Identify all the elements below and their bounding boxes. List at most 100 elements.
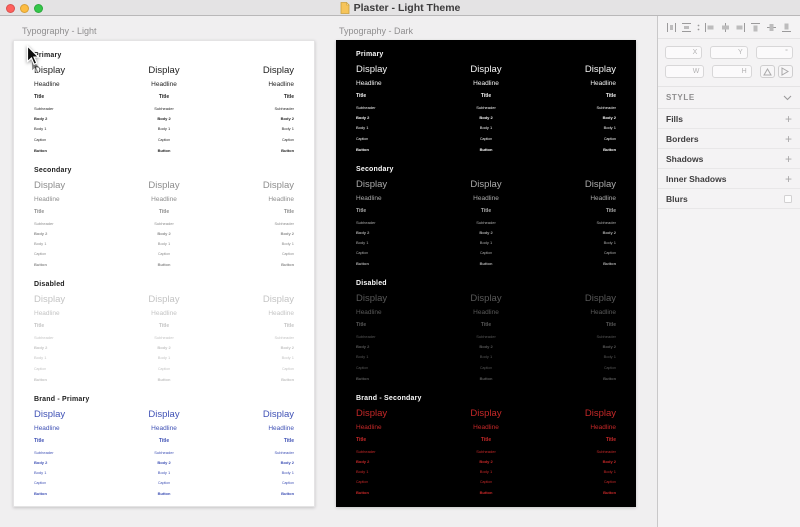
type-specimen[interactable]: Body 1 bbox=[356, 125, 369, 130]
type-specimen[interactable]: Button bbox=[34, 376, 47, 382]
type-specimen[interactable]: Caption bbox=[479, 136, 493, 141]
type-specimen[interactable]: Button bbox=[356, 490, 369, 495]
type-specimen[interactable]: Subheader bbox=[154, 106, 174, 111]
type-specimen[interactable]: Button bbox=[34, 491, 47, 496]
type-specimen[interactable]: Caption bbox=[157, 137, 171, 142]
type-specimen[interactable]: Display bbox=[34, 179, 66, 191]
type-specimen[interactable]: Caption bbox=[281, 366, 295, 371]
type-specimen[interactable]: Headline bbox=[151, 81, 177, 88]
type-specimen[interactable]: Subheader bbox=[356, 448, 376, 454]
type-specimen[interactable]: Headline bbox=[268, 424, 295, 432]
type-specimen[interactable]: Button bbox=[157, 491, 171, 496]
minimize-button[interactable] bbox=[20, 3, 29, 13]
type-specimen[interactable]: Button bbox=[281, 147, 295, 153]
type-specimen[interactable]: Button bbox=[356, 375, 369, 381]
blurs-checkbox[interactable] bbox=[784, 194, 792, 203]
type-specimen[interactable]: Headline bbox=[590, 80, 617, 87]
type-specimen[interactable]: Display bbox=[262, 179, 295, 191]
type-specimen[interactable]: Subheader bbox=[476, 219, 496, 225]
type-specimen[interactable]: Body 2 bbox=[356, 458, 370, 464]
type-specimen[interactable]: Display bbox=[356, 407, 388, 419]
type-specimen[interactable]: Headline bbox=[473, 309, 499, 316]
type-specimen[interactable]: Title bbox=[34, 94, 45, 100]
type-specimen[interactable]: Button bbox=[34, 147, 47, 153]
align-left-icon[interactable] bbox=[703, 21, 716, 34]
distribute-horizontally-icon[interactable] bbox=[665, 21, 678, 34]
type-specimen[interactable]: Title bbox=[356, 436, 367, 443]
add-inner-shadows-button[interactable]: + bbox=[784, 171, 792, 186]
type-specimen[interactable]: Headline bbox=[151, 424, 177, 432]
type-specimen[interactable]: Caption bbox=[479, 251, 493, 255]
flip-horizontal-button[interactable] bbox=[777, 65, 793, 78]
type-specimen[interactable]: Title bbox=[34, 437, 45, 444]
section-header[interactable]: Brand - Primary bbox=[34, 395, 90, 403]
section-header[interactable]: Primary bbox=[34, 52, 62, 59]
type-specimen[interactable]: Subheader bbox=[596, 219, 617, 225]
type-specimen[interactable]: Subheader bbox=[154, 335, 174, 340]
type-specimen[interactable]: Title bbox=[283, 94, 295, 100]
type-specimen[interactable]: Subheader bbox=[596, 105, 617, 110]
type-specimen[interactable]: Body 1 bbox=[34, 240, 47, 246]
type-specimen[interactable]: Subheader bbox=[476, 334, 496, 339]
type-specimen[interactable]: Display bbox=[584, 407, 617, 419]
type-specimen[interactable]: Caption bbox=[281, 481, 295, 485]
type-specimen[interactable]: Display bbox=[470, 178, 502, 190]
flip-vertical-button[interactable] bbox=[759, 65, 775, 78]
type-specimen[interactable]: Subheader bbox=[356, 219, 376, 225]
type-specimen[interactable]: Headline bbox=[356, 423, 382, 431]
type-specimen[interactable]: Body 1 bbox=[603, 354, 617, 359]
type-specimen[interactable]: Button bbox=[603, 146, 617, 152]
type-specimen[interactable]: Body 1 bbox=[281, 126, 295, 131]
type-specimen[interactable]: Caption bbox=[281, 252, 295, 256]
type-specimen[interactable]: Body 2 bbox=[280, 230, 295, 236]
type-specimen[interactable]: Body 2 bbox=[479, 115, 493, 120]
type-specimen[interactable]: Body 1 bbox=[479, 354, 493, 359]
type-specimen[interactable]: Title bbox=[605, 436, 617, 443]
type-specimen[interactable]: Button bbox=[603, 490, 617, 495]
type-specimen[interactable]: Subheader bbox=[356, 334, 376, 339]
type-specimen[interactable]: Body 1 bbox=[157, 240, 171, 246]
type-specimen[interactable]: Display bbox=[584, 293, 617, 304]
type-specimen[interactable]: Title bbox=[158, 323, 170, 329]
type-specimen[interactable]: Body 2 bbox=[34, 230, 48, 236]
type-specimen[interactable]: Body 2 bbox=[356, 115, 370, 120]
type-specimen[interactable]: Body 1 bbox=[603, 468, 617, 474]
type-specimen[interactable]: Title bbox=[356, 207, 367, 214]
type-specimen[interactable]: Display bbox=[148, 179, 180, 191]
type-specimen[interactable]: Body 1 bbox=[479, 468, 493, 474]
type-specimen[interactable]: Subheader bbox=[476, 448, 496, 454]
type-specimen[interactable]: Caption bbox=[157, 252, 171, 256]
type-specimen[interactable]: Subheader bbox=[154, 220, 174, 226]
type-specimen[interactable]: Title bbox=[158, 208, 170, 215]
type-specimen[interactable]: Body 1 bbox=[157, 355, 171, 360]
artboard-label-light[interactable]: Typography - Light bbox=[22, 26, 97, 36]
type-specimen[interactable]: Body 2 bbox=[280, 116, 295, 121]
type-specimen[interactable]: Headline bbox=[473, 423, 499, 431]
type-specimen[interactable]: Body 1 bbox=[479, 125, 493, 130]
type-specimen[interactable]: Display bbox=[148, 65, 180, 76]
type-specimen[interactable]: Subheader bbox=[154, 449, 174, 455]
type-specimen[interactable]: Body 1 bbox=[157, 469, 171, 475]
type-specimen[interactable]: Display bbox=[356, 293, 388, 304]
height-input[interactable]: H bbox=[712, 65, 752, 78]
type-specimen[interactable]: Caption bbox=[356, 136, 369, 141]
type-specimen[interactable]: Caption bbox=[356, 365, 369, 370]
type-specimen[interactable]: Body 2 bbox=[34, 459, 48, 465]
canvas[interactable]: Typography - Light Primary Display Display D… bbox=[0, 16, 657, 527]
artboard-label-dark[interactable]: Typography - Dark bbox=[339, 26, 414, 36]
type-specimen[interactable]: Title bbox=[605, 322, 617, 328]
type-specimen[interactable]: Subheader bbox=[274, 449, 295, 455]
type-specimen[interactable]: Caption bbox=[356, 251, 369, 255]
type-specimen[interactable]: Caption bbox=[34, 252, 47, 256]
type-specimen[interactable]: Headline bbox=[473, 80, 499, 87]
type-specimen[interactable]: Subheader bbox=[274, 335, 295, 340]
type-specimen[interactable]: Title bbox=[605, 207, 617, 214]
type-specimen[interactable]: Body 1 bbox=[281, 469, 295, 475]
type-specimen[interactable]: Button bbox=[281, 491, 295, 496]
type-specimen[interactable]: Display bbox=[470, 64, 502, 75]
type-specimen[interactable]: Headline bbox=[356, 194, 382, 202]
section-header[interactable]: Disabled bbox=[356, 280, 387, 287]
type-specimen[interactable]: Title bbox=[283, 437, 295, 444]
type-specimen[interactable]: Button bbox=[479, 261, 493, 266]
type-specimen[interactable]: Headline bbox=[590, 309, 617, 316]
